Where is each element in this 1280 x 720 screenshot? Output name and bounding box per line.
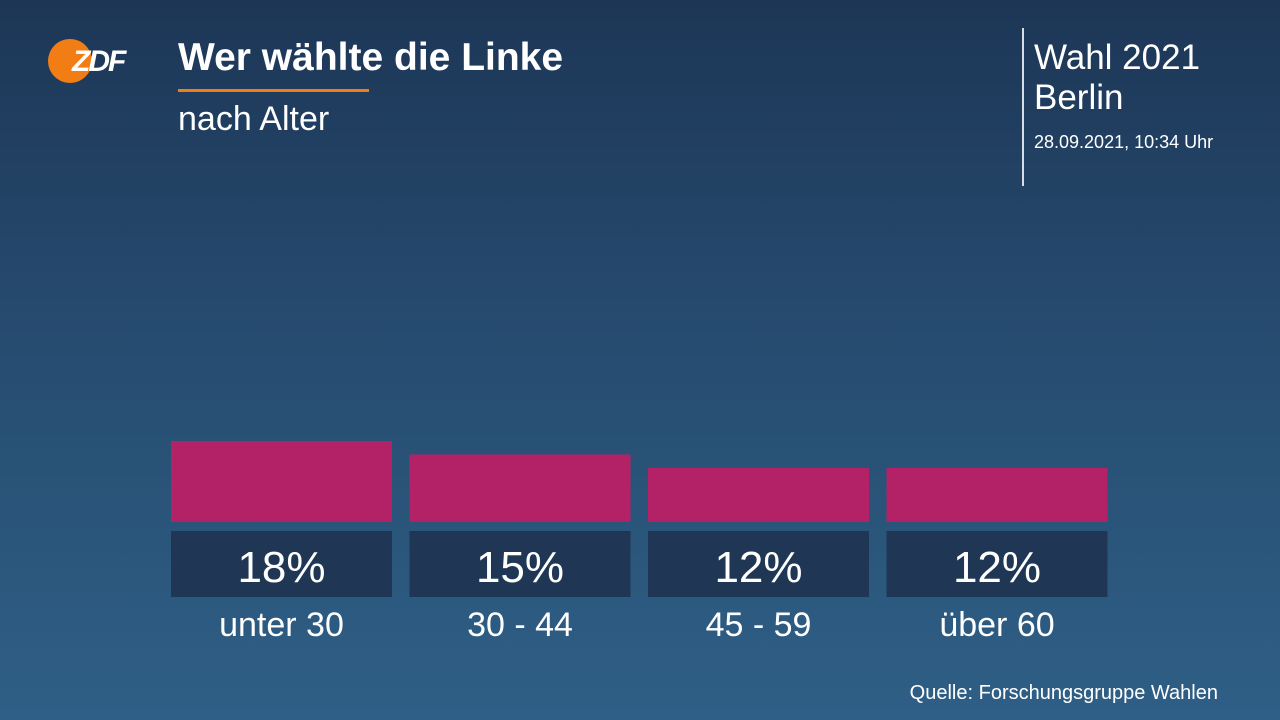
bar-2: [409, 454, 631, 522]
source-note: Quelle: Forschungsgruppe Wahlen: [909, 682, 1218, 704]
category-label-4: über 60: [939, 606, 1054, 644]
value-label-2: 15%: [476, 543, 564, 592]
election-region: Berlin: [1034, 78, 1124, 117]
timestamp: 28.09.2021, 10:34 Uhr: [1034, 132, 1214, 152]
value-label-box-4: [886, 531, 1108, 597]
chart-title: Wer wählte die Linke: [178, 36, 564, 79]
bar-3: [648, 468, 869, 522]
value-label-box-2: [409, 531, 631, 597]
category-label-3: 45 - 59: [706, 606, 812, 644]
zdf-logo: ZDF: [48, 39, 129, 83]
bar-4: [886, 468, 1108, 522]
category-label-1: unter 30: [219, 606, 344, 644]
chart-subtitle: nach Alter: [178, 100, 330, 138]
election-name: Wahl 2021: [1034, 38, 1201, 77]
value-label-3: 12%: [714, 543, 802, 592]
bar-1: [171, 441, 392, 522]
election-info: Wahl 2021 Berlin: [1034, 38, 1200, 118]
zdf-logo-circle: [48, 39, 92, 83]
info-divider: [1022, 28, 1024, 186]
title-underline: [178, 89, 369, 92]
value-label-box-1: [171, 531, 392, 597]
value-label-4: 12%: [953, 543, 1041, 592]
value-label-box-3: [648, 531, 869, 597]
zdf-logo-text: ZDF: [71, 45, 127, 78]
value-label-1: 18%: [237, 543, 325, 592]
category-label-2: 30 - 44: [467, 606, 573, 644]
